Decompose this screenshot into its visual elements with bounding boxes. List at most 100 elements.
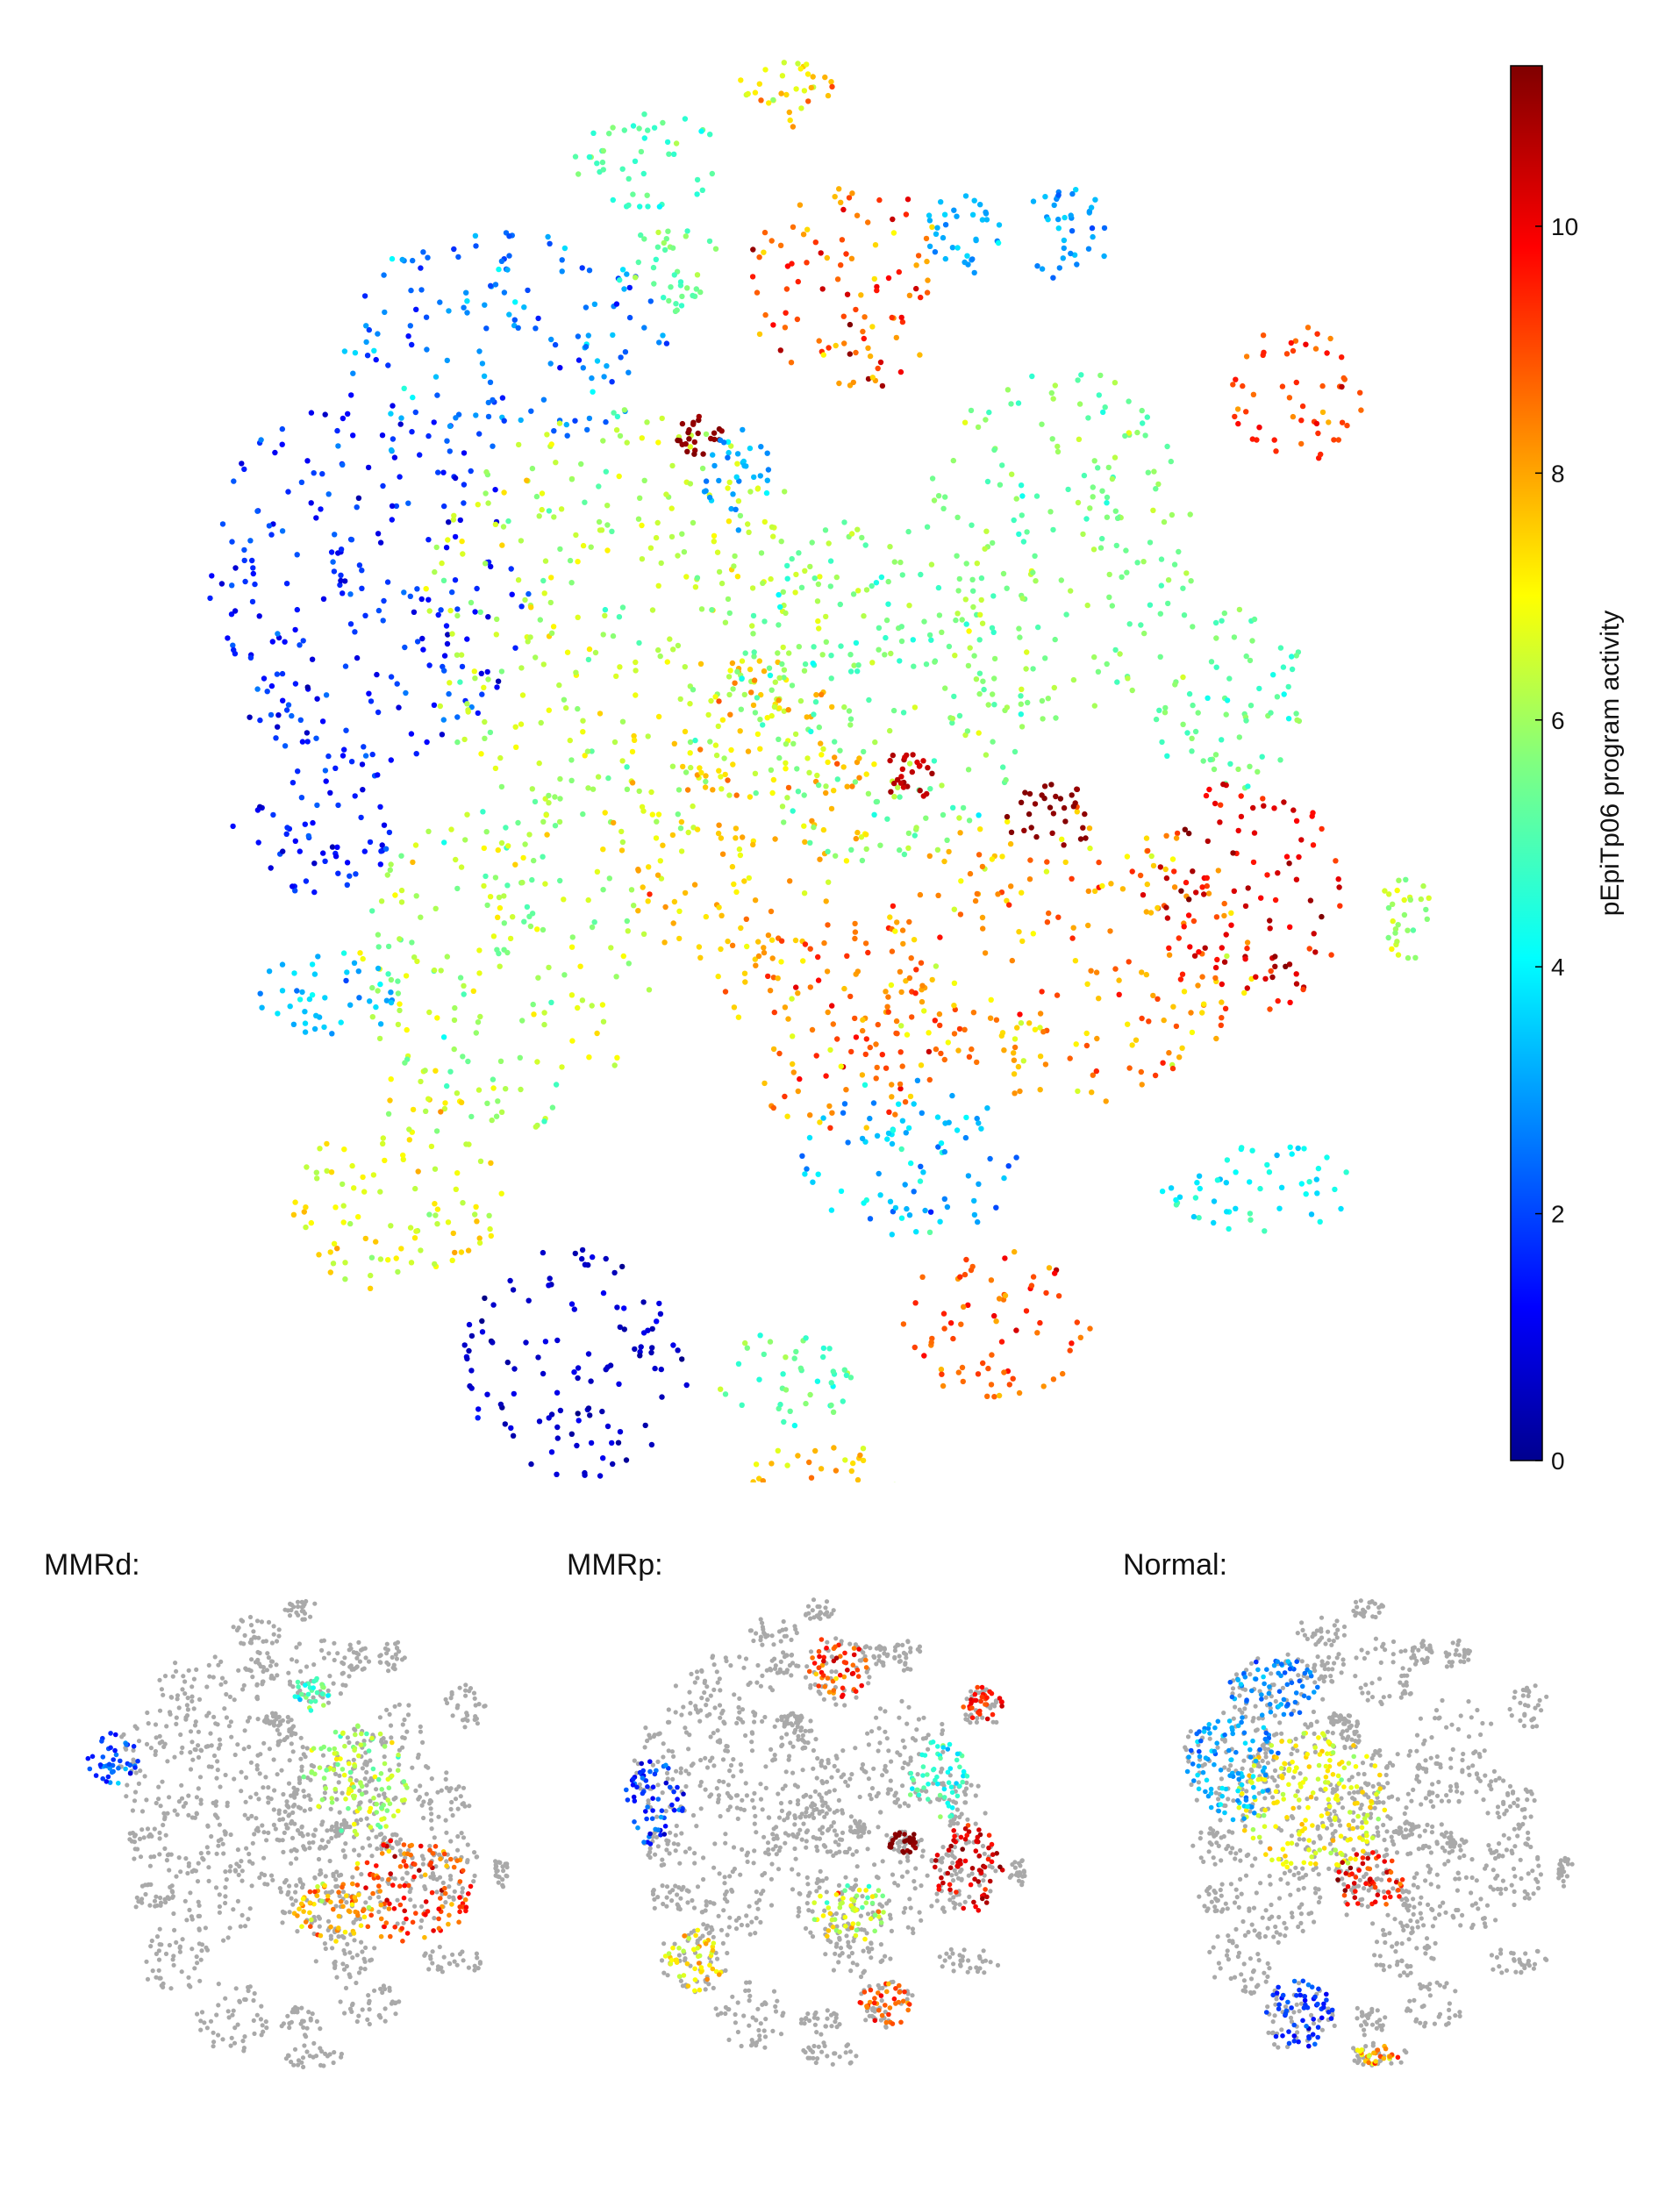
scatter-point	[1072, 958, 1079, 964]
scatter-point	[254, 807, 261, 813]
background-point	[139, 1897, 145, 1902]
scatter-point	[956, 1025, 963, 1032]
scatter-point	[660, 119, 666, 126]
background-point	[444, 1830, 449, 1835]
scatter-point	[1344, 422, 1350, 429]
scatter-point	[1083, 516, 1090, 522]
scatter-point	[439, 560, 445, 567]
highlight-point	[396, 1752, 401, 1758]
background-point	[703, 1787, 708, 1792]
scatter-point	[653, 256, 659, 262]
scatter-point	[242, 578, 248, 585]
highlight-point	[448, 1856, 454, 1862]
scatter-point	[1169, 511, 1176, 518]
scatter-point	[1081, 472, 1088, 479]
scatter-point	[1011, 1057, 1018, 1063]
scatter-point	[1247, 1211, 1254, 1217]
highlight-point	[321, 1703, 326, 1708]
background-point	[179, 1750, 184, 1755]
background-point	[275, 1673, 280, 1678]
scatter-point	[377, 861, 383, 868]
scatter-point	[1277, 757, 1283, 763]
scatter-point	[327, 1269, 333, 1275]
scatter-point	[520, 854, 526, 861]
background-point	[148, 1746, 154, 1751]
scatter-point	[1140, 559, 1147, 565]
scatter-point	[1315, 430, 1321, 437]
background-point	[184, 1703, 189, 1708]
background-point	[197, 1903, 202, 1908]
scatter-point	[910, 752, 916, 758]
scatter-point	[602, 810, 608, 816]
background-point	[189, 1914, 194, 1919]
scatter-point	[876, 646, 882, 653]
background-point	[334, 1828, 340, 1833]
scatter-point	[1091, 888, 1098, 895]
scatter-point	[990, 629, 997, 635]
scatter-point	[458, 1249, 465, 1255]
scatter-point	[449, 1257, 455, 1264]
background-point	[132, 1724, 138, 1729]
background-point	[197, 1775, 204, 1780]
background-point	[337, 1893, 342, 1898]
scatter-point	[388, 976, 395, 983]
scatter-point	[367, 998, 373, 1004]
scatter-point	[334, 844, 340, 850]
background-point	[261, 1668, 266, 1675]
scatter-point	[783, 310, 789, 316]
scatter-point	[426, 608, 433, 614]
scatter-point	[490, 1076, 497, 1082]
scatter-point	[616, 614, 623, 620]
scatter-point	[384, 579, 391, 585]
scatter-point	[780, 1371, 786, 1377]
highlight-point	[325, 1893, 331, 1899]
scatter-point	[954, 213, 960, 219]
scatter-point	[942, 222, 949, 228]
scatter-point	[663, 236, 669, 242]
scatter-point	[859, 534, 865, 541]
scatter-point	[1028, 1282, 1035, 1289]
background-point	[296, 1690, 301, 1696]
scatter-point	[951, 980, 958, 987]
scatter-point	[889, 1140, 896, 1147]
background-point	[333, 1904, 339, 1909]
scatter-point	[410, 257, 416, 264]
scatter-point	[1126, 430, 1133, 436]
scatter-point	[849, 783, 855, 789]
scatter-point	[964, 728, 971, 734]
background-point	[650, 1762, 655, 1768]
scatter-point	[847, 722, 854, 728]
highlight-point	[383, 1824, 389, 1829]
highlight-point	[321, 1775, 327, 1781]
scatter-point	[683, 440, 689, 447]
background-point	[397, 1999, 402, 2004]
background-point	[154, 1735, 159, 1740]
highlight-point	[342, 1743, 347, 1749]
scatter-point	[494, 684, 500, 690]
scatter-point	[331, 1240, 338, 1247]
scatter-point	[1247, 703, 1255, 709]
background-point	[257, 1771, 262, 1776]
background-point	[665, 1776, 670, 1782]
scatter-point	[1290, 347, 1297, 354]
scatter-point	[1243, 718, 1249, 724]
background-point	[284, 1799, 290, 1804]
highlight-point	[325, 1693, 331, 1698]
background-point	[250, 1840, 255, 1846]
scatter-point	[1125, 1021, 1131, 1027]
scatter-point	[1097, 545, 1105, 551]
background-point	[239, 1859, 244, 1864]
scatter-point	[801, 88, 808, 94]
scatter-point	[311, 889, 318, 896]
scatter-point	[684, 285, 690, 291]
scatter-point	[1018, 482, 1025, 489]
scatter-point	[438, 607, 444, 613]
scatter-point	[697, 765, 703, 771]
scatter-point	[920, 1169, 926, 1175]
scatter-point	[468, 599, 475, 606]
highlight-point	[319, 1797, 325, 1803]
scatter-point	[798, 584, 805, 590]
scatter-point	[1163, 904, 1169, 911]
scatter-point	[472, 232, 479, 239]
background-point	[393, 2011, 398, 2017]
